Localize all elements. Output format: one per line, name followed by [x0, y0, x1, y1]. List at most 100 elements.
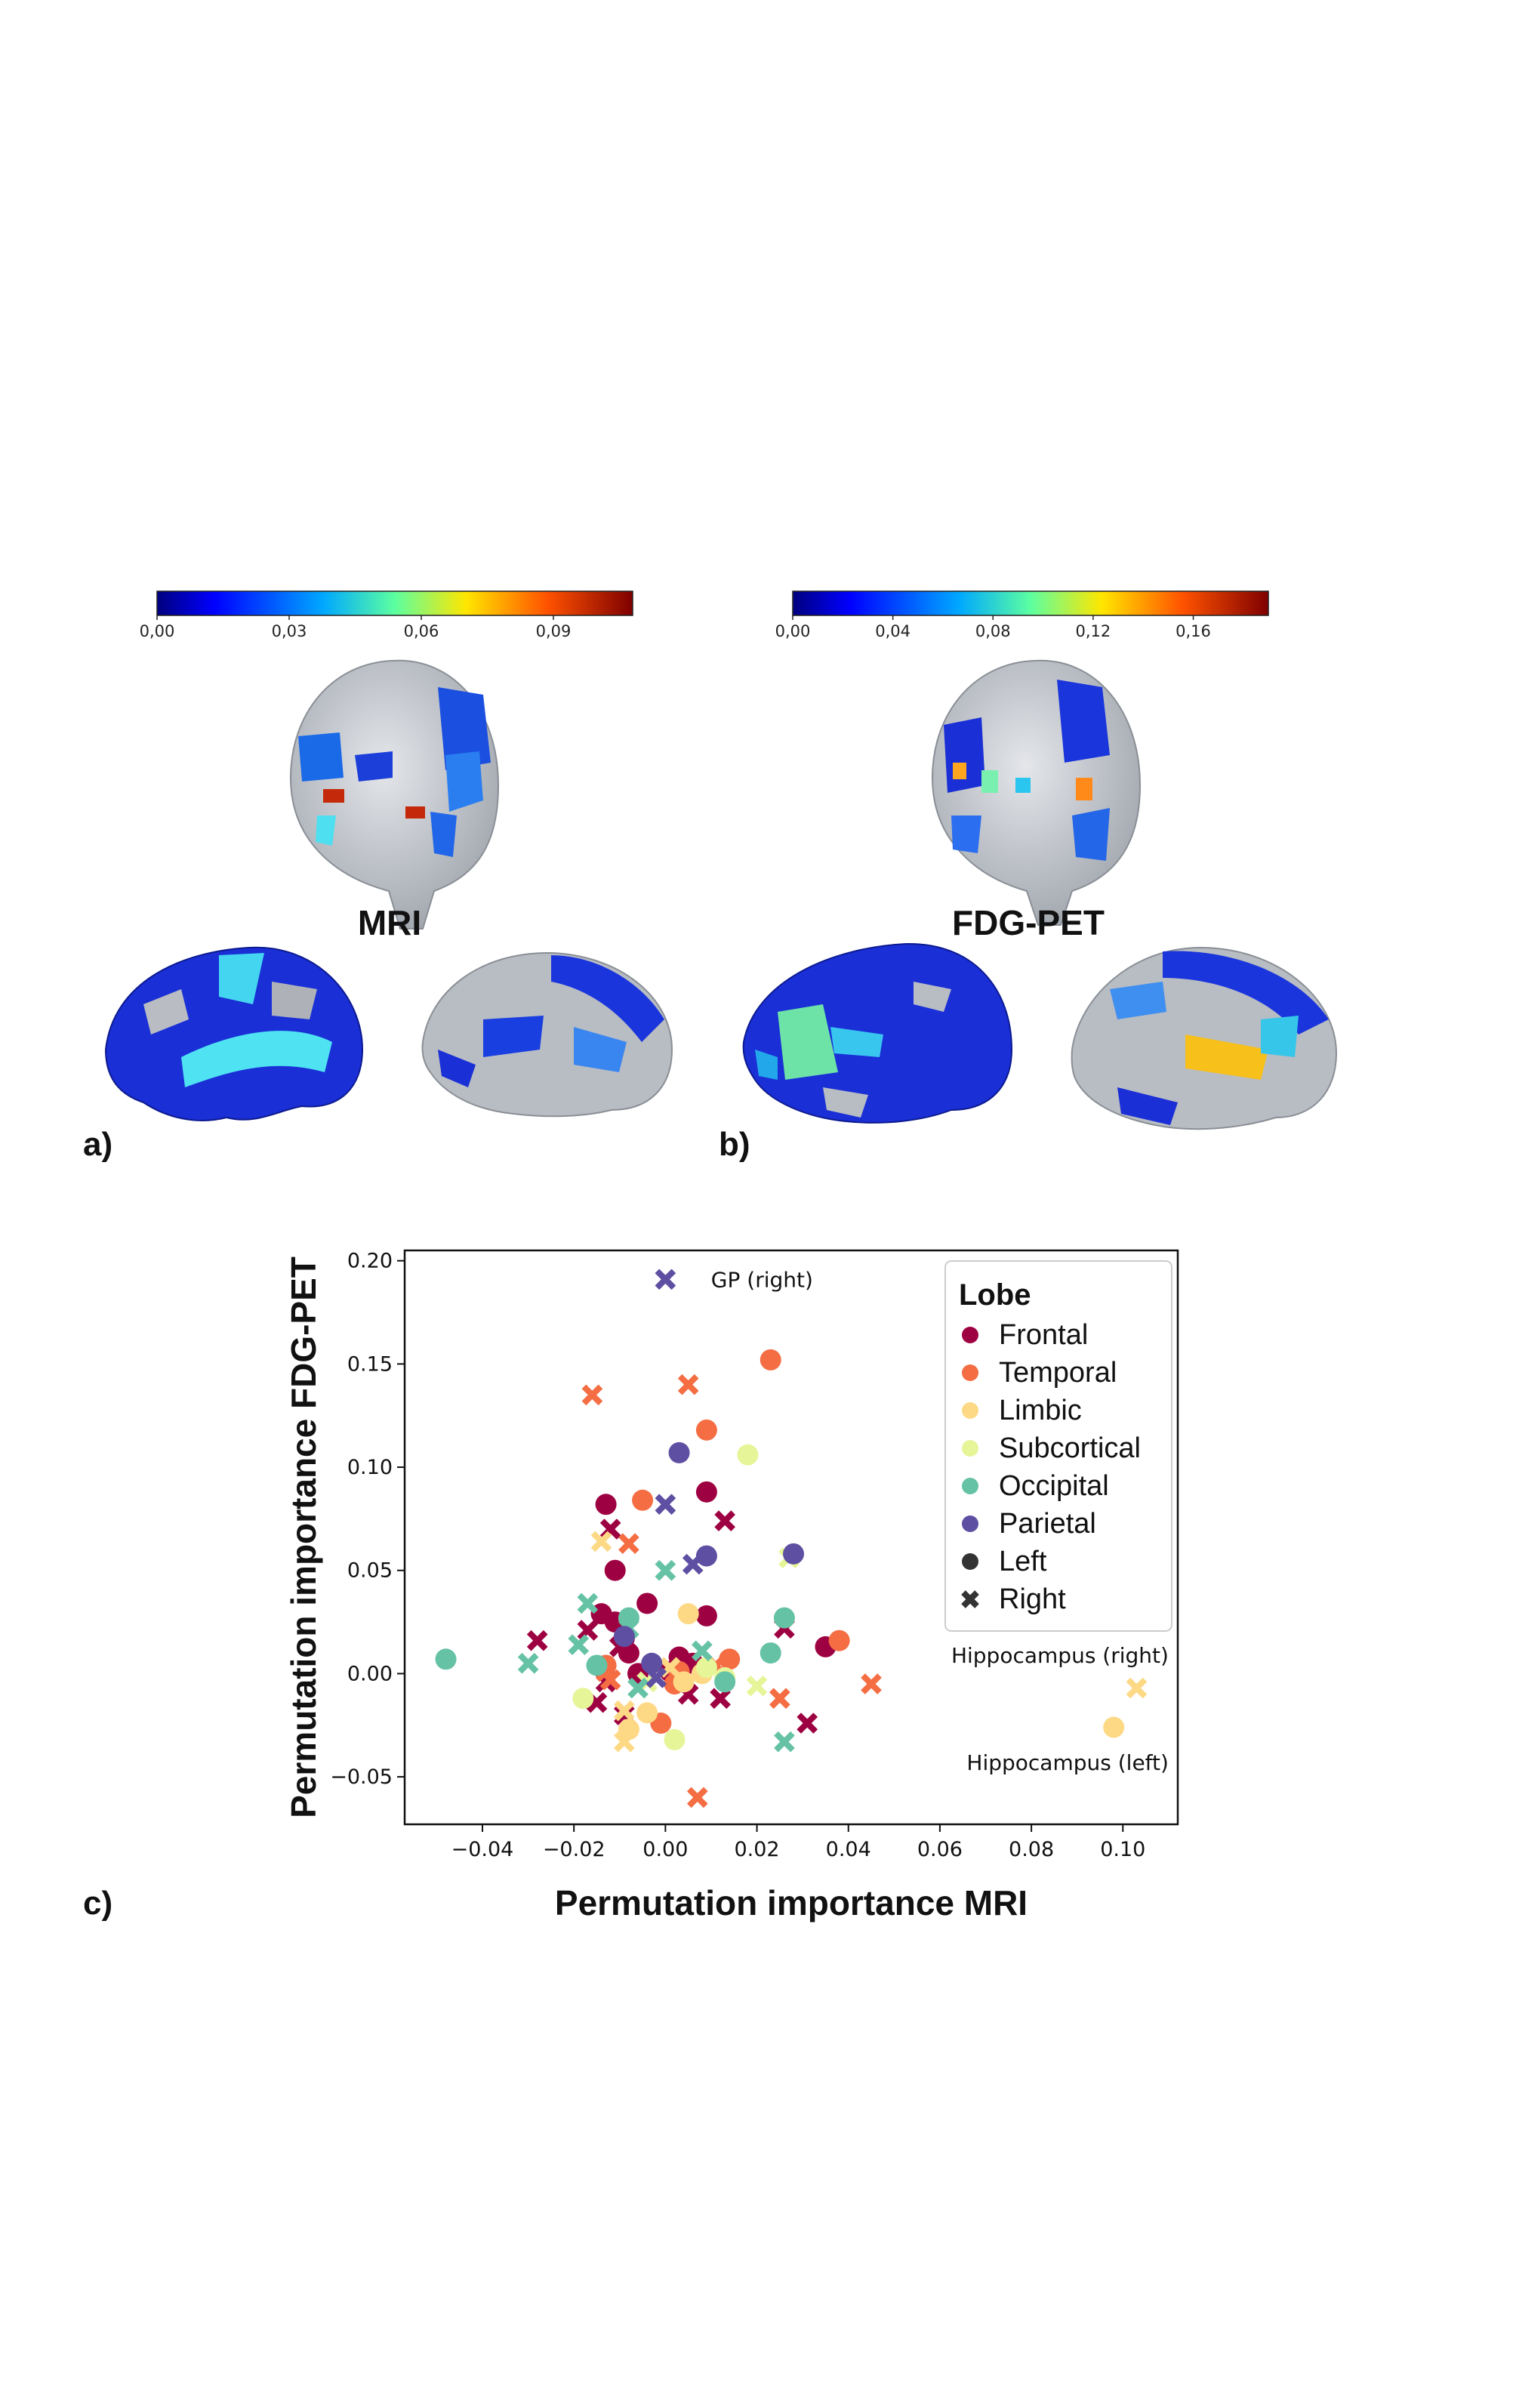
mri-colorbar-tick-label: 0,00	[140, 622, 175, 640]
point-temporal-right	[769, 1688, 790, 1710]
mri-region-hippocampus	[323, 789, 344, 803]
plot-area	[403, 1249, 1179, 1826]
point-temporal-right	[581, 1384, 603, 1406]
legend-marker-left	[962, 1553, 978, 1570]
y-tick-label: 0.15	[347, 1352, 393, 1376]
y-tick-label: 0.20	[347, 1250, 393, 1273]
legend-marker-limbic	[962, 1402, 978, 1419]
point-frontal-right	[714, 1510, 735, 1531]
point-limbic-right	[1126, 1677, 1148, 1699]
scatter-annotations: GP (right) Hippocampus (right) Hippocampus…	[711, 1267, 1169, 1775]
legend-marker-frontal	[962, 1327, 978, 1343]
y-tick-label: 0.00	[347, 1662, 393, 1685]
point-limbic-right	[614, 1731, 635, 1753]
panel-a-label: a)	[83, 1126, 112, 1163]
point-parietal-left	[695, 1545, 717, 1567]
pet-region	[1110, 982, 1166, 1019]
pet-region	[1117, 1087, 1178, 1125]
pet-region	[1163, 951, 1329, 1034]
x-tick-label: 0.00	[642, 1838, 688, 1861]
legend-marker-right	[961, 1590, 979, 1608]
point-occipital-right	[692, 1640, 713, 1662]
point-occipital-right	[517, 1652, 539, 1674]
point-temporal-right	[677, 1374, 699, 1395]
point-occipital-left	[714, 1671, 736, 1693]
legend-box	[944, 1260, 1172, 1632]
x-tick-label: 0.04	[826, 1838, 871, 1861]
pet-region	[944, 717, 985, 793]
point-temporal-right	[599, 1669, 621, 1691]
mri-lateral-left-brain	[104, 946, 364, 1121]
point-occipital-left	[435, 1648, 457, 1670]
point-parietal-right	[655, 1494, 676, 1515]
point-temporal-left	[828, 1629, 850, 1651]
x-tick-label: 0.06	[917, 1838, 963, 1861]
pet-colorbar-gradient	[792, 590, 1269, 616]
mri-title: MRI	[358, 903, 421, 942]
annotation-label: Hippocampus (right)	[951, 1643, 1169, 1668]
point-subcortical-left	[572, 1688, 594, 1710]
pet-region	[1185, 1034, 1268, 1080]
mri-coronal-brain	[289, 659, 500, 930]
pet-title: FDG-PET	[952, 903, 1105, 942]
pet-region	[953, 763, 966, 779]
pet-region	[914, 982, 951, 1012]
scatter-points	[435, 1269, 1148, 1808]
legend-title: Lobe	[959, 1278, 1031, 1312]
point-frontal-left	[695, 1605, 717, 1626]
legend-marker-parietal	[962, 1515, 978, 1532]
point-parietal-left	[641, 1652, 663, 1674]
mri-colorbar-gradient	[156, 590, 633, 616]
point-frontal-left	[604, 1559, 626, 1581]
x-tick-label: −0.02	[543, 1838, 605, 1861]
panel-c-label: c)	[83, 1885, 112, 1922]
pet-colorbar-tick-label: 0,12	[1076, 622, 1111, 640]
x-axis-ticks: −0.04 −0.02 0.00 0.02 0.04 0.06 0.08 0.10	[451, 1824, 1145, 1861]
point-temporal-right	[686, 1787, 708, 1808]
mri-lateral-right-brain	[421, 951, 673, 1118]
mri-region-hippocampus	[405, 806, 425, 819]
point-occipital-left	[773, 1607, 795, 1629]
mri-region	[438, 1050, 476, 1087]
legend-marker-temporal	[962, 1364, 978, 1381]
legend-label-occipital: Occipital	[999, 1470, 1109, 1502]
point-limbic-left	[618, 1719, 639, 1740]
point-occipital-right	[627, 1677, 649, 1699]
point-temporal-left	[695, 1419, 717, 1441]
pet-coronal-brain	[931, 659, 1142, 926]
point-limbic-right	[614, 1700, 635, 1722]
pet-colorbar-tick-label: 0,00	[775, 622, 811, 640]
point-temporal-right	[861, 1673, 882, 1694]
x-tick-label: −0.04	[451, 1838, 514, 1861]
legend-label-parietal: Parietal	[999, 1508, 1096, 1540]
point-limbic-left	[1103, 1716, 1125, 1738]
mri-region	[430, 812, 457, 857]
pet-region	[755, 1050, 778, 1080]
pet-region	[1261, 1016, 1299, 1057]
mri-region	[181, 1031, 332, 1087]
mri-region	[143, 989, 189, 1034]
mri-region	[574, 1027, 627, 1072]
legend-label-limbic: Limbic	[999, 1395, 1082, 1426]
mri-region	[483, 1016, 544, 1057]
mri-colorbar: 0,00 0,03 0,06 0,09	[140, 590, 633, 640]
mri-colorbar-tick-label: 0,03	[272, 622, 307, 640]
point-temporal-left	[632, 1489, 654, 1511]
pet-lateral-right-brain	[1071, 946, 1338, 1130]
point-subcortical-left	[664, 1728, 686, 1750]
panel-c: −0.04 −0.02 0.00 0.02 0.04 0.06 0.08 0.10 −0.05…	[83, 1249, 1179, 1922]
point-parietal-right	[682, 1553, 704, 1575]
pet-lateral-left-brain	[742, 942, 1013, 1124]
pet-region	[830, 1027, 883, 1057]
mri-region	[445, 751, 483, 812]
annotation-label: Hippocampus (left)	[966, 1750, 1169, 1775]
mri-region	[316, 816, 336, 846]
pet-region	[951, 816, 981, 853]
point-subcortical-left	[737, 1444, 759, 1466]
point-temporal-right	[618, 1533, 639, 1555]
point-gp-right	[655, 1269, 676, 1290]
point-limbic-left	[677, 1603, 699, 1625]
pet-colorbar-tick-label: 0,08	[975, 622, 1011, 640]
point-limbic-left	[636, 1702, 658, 1724]
point-limbic-left	[673, 1671, 695, 1693]
